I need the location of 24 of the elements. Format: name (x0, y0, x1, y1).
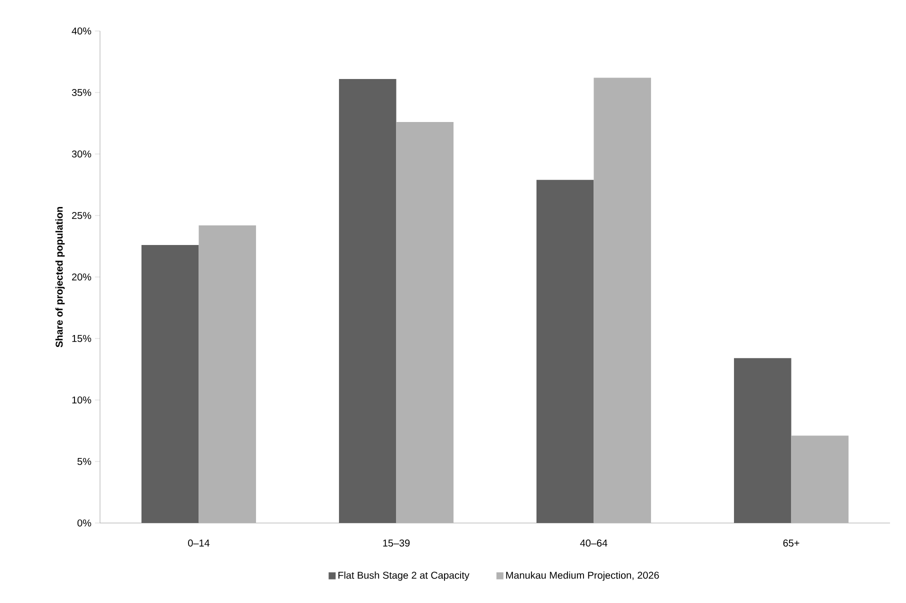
x-tick-label: 0–14 (188, 540, 210, 547)
y-tick-label: 30% (72, 150, 92, 158)
bar (791, 436, 849, 523)
y-tick-label: 15% (72, 334, 92, 342)
y-tick-label: 35% (72, 88, 92, 96)
bar (338, 78, 396, 523)
x-tick-label: 15–39 (383, 540, 410, 547)
y-axis-title: Share of projected population (55, 207, 65, 348)
y-tick-label: 25% (72, 212, 92, 220)
legend-label: Manukau Medium Projection, 2026 (506, 571, 659, 581)
bar (536, 180, 594, 523)
bar (594, 78, 652, 523)
bar (198, 225, 256, 523)
legend-label: Flat Bush Stage 2 at Capacity (338, 571, 470, 581)
y-tick-label: 5% (77, 458, 92, 465)
bar (734, 358, 792, 523)
bar (141, 245, 199, 523)
y-tick-label: 10% (72, 396, 92, 404)
x-tick-label: 40–64 (580, 540, 608, 547)
y-tick-label: 0% (77, 519, 92, 527)
y-tick-label: 40% (72, 27, 92, 35)
bar (396, 122, 454, 523)
x-tick-label: 65+ (783, 540, 800, 547)
y-tick-label: 20% (72, 273, 92, 281)
